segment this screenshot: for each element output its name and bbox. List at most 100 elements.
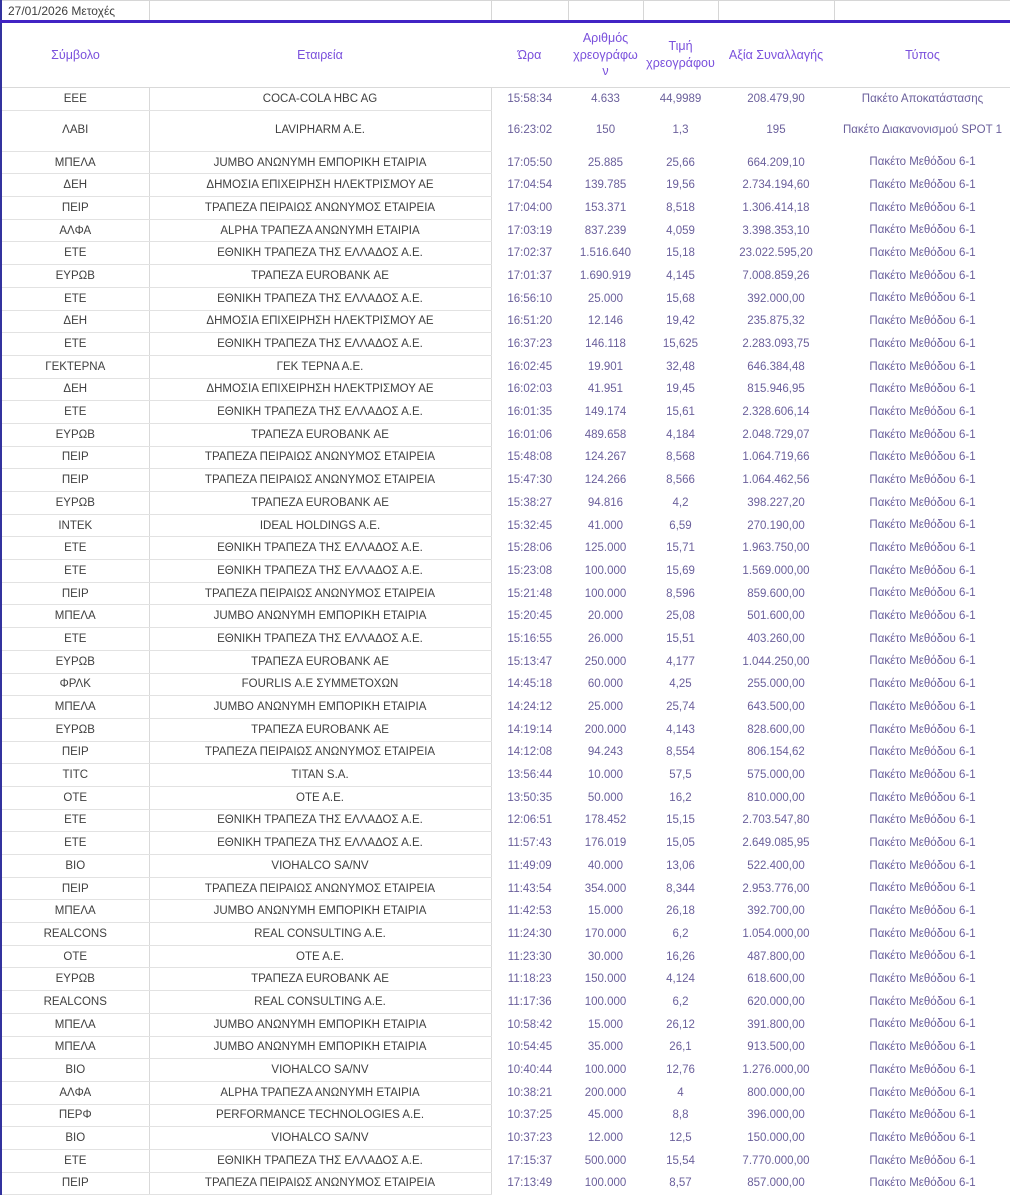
time-cell: 15:23:08 bbox=[491, 559, 568, 583]
time-cell: 17:15:37 bbox=[491, 1149, 568, 1173]
time-cell: 11:24:30 bbox=[491, 922, 568, 946]
company-cell: REAL CONSULTING A.E. bbox=[149, 922, 492, 946]
price-cell: 44,9989 bbox=[643, 87, 718, 111]
time-cell: 15:32:45 bbox=[491, 514, 568, 537]
time-cell: 13:56:44 bbox=[491, 763, 568, 787]
time-cell: 17:03:19 bbox=[491, 219, 568, 242]
symbol-cell: ΤΙΤC bbox=[0, 763, 150, 787]
company-cell: ΤΡΑΠΕΖΑ EUROBANK ΑΕ bbox=[149, 423, 492, 447]
price-cell: 15,71 bbox=[643, 536, 718, 560]
table-row: ΕΤΕ ΕΘΝΙΚΗ ΤΡΑΠΕΖΑ ΤΗΣ ΕΛΛΑΔΟΣ Α.Ε. 12:06:… bbox=[0, 809, 1010, 833]
type-cell: Πακέτο Μεθόδου 6-1 bbox=[834, 332, 1010, 356]
company-cell: REAL CONSULTING A.E. bbox=[149, 990, 492, 1014]
symbol-cell: ΟΤΕ bbox=[0, 786, 150, 810]
quantity-cell: 150 bbox=[568, 110, 643, 152]
symbol-cell: ΠΕΙΡ bbox=[0, 1172, 150, 1195]
table-row: ΑΛΦΑ ALPHA ΤΡΑΠΕΖΑ ΑΝΩΝΥΜΗ ΕΤΑΙΡΙΑ 10:38:2… bbox=[0, 1081, 1010, 1105]
type-cell: Πακέτο Μεθόδου 6-1 bbox=[834, 1036, 1010, 1059]
value-cell: 1.054.000,00 bbox=[718, 922, 834, 946]
time-cell: 16:37:23 bbox=[491, 332, 568, 356]
transactions-body: ΕΕΕ COCA-COLA HBC AG 15:58:34 4.633 44,9989 2… bbox=[0, 87, 1010, 1195]
symbol-cell: REALCONS bbox=[0, 922, 150, 946]
date-bar-cell bbox=[717, 0, 835, 23]
value-cell: 522.400,00 bbox=[718, 854, 834, 878]
symbol-cell: ΠΕΙΡ bbox=[0, 468, 150, 492]
table-row: ΠΕΙΡ ΤΡΑΠΕΖΑ ΠΕΙΡΑΙΩΣ ΑΝΩΝΥΜΟΣ ΕΤΑΙΡΕΙΑ 17… bbox=[0, 1172, 1010, 1195]
time-cell: 10:40:44 bbox=[491, 1058, 568, 1082]
time-cell: 17:01:37 bbox=[491, 264, 568, 288]
price-cell: 19,45 bbox=[643, 378, 718, 401]
symbol-cell: ΕΤΕ bbox=[0, 332, 150, 356]
table-row: ΠΕΙΡ ΤΡΑΠΕΖΑ ΠΕΙΡΑΙΩΣ ΑΝΩΝΥΜΟΣ ΕΤΑΙΡΕΙΑ 17… bbox=[0, 196, 1010, 220]
symbol-cell: ΕΤΕ bbox=[0, 627, 150, 651]
type-cell: Πακέτο Μεθόδου 6-1 bbox=[834, 763, 1010, 787]
table-row: ΟΤΕ ΟΤΕ Α.Ε. 11:23:30 30.000 16,26 487.800,00… bbox=[0, 945, 1010, 969]
type-cell: Πακέτο Διακανονισμού SPOT 1 bbox=[834, 110, 1010, 152]
company-cell: ΤΡΑΠΕΖΑ ΠΕΙΡΑΙΩΣ ΑΝΩΝΥΜΟΣ ΕΤΑΙΡΕΙΑ bbox=[149, 1172, 492, 1195]
type-cell: Πακέτο Μεθόδου 6-1 bbox=[834, 446, 1010, 469]
quantity-cell: 124.266 bbox=[568, 468, 643, 492]
col-header-company: Εταιρεία bbox=[149, 21, 491, 88]
time-cell: 15:13:47 bbox=[491, 650, 568, 673]
company-cell: ΕΘΝΙΚΗ ΤΡΑΠΕΖΑ ΤΗΣ ΕΛΛΑΔΟΣ Α.Ε. bbox=[149, 536, 492, 561]
symbol-cell: ΕΤΕ bbox=[0, 831, 150, 855]
time-cell: 11:49:09 bbox=[491, 854, 568, 878]
value-cell: 1.044.250,00 bbox=[718, 650, 834, 673]
price-cell: 15,54 bbox=[643, 1149, 718, 1173]
date-title: 27/01/2026 Μετοχές bbox=[0, 0, 150, 23]
price-cell: 15,05 bbox=[643, 831, 718, 855]
price-cell: 26,12 bbox=[643, 1013, 718, 1036]
type-cell: Πακέτο Μεθόδου 6-1 bbox=[834, 627, 1010, 651]
symbol-cell: ΦΡΛΚ bbox=[0, 673, 150, 697]
quantity-cell: 15.000 bbox=[568, 899, 643, 923]
type-cell: Πακέτο Μεθόδου 6-1 bbox=[834, 151, 1010, 174]
quantity-cell: 170.000 bbox=[568, 922, 643, 946]
table-row: ΒΙΟ VIOHALCO SA/NV 11:49:09 40.000 13,06 522.… bbox=[0, 854, 1010, 878]
value-cell: 643.500,00 bbox=[718, 695, 834, 719]
type-cell: Πακέτο Μεθόδου 6-1 bbox=[834, 310, 1010, 333]
time-cell: 14:19:14 bbox=[491, 718, 568, 742]
symbol-cell: ΙΝΤΕΚ bbox=[0, 514, 150, 538]
table-row: ΔΕΗ ΔΗΜΟΣΙΑ ΕΠΙΧΕΙΡΗΣΗ ΗΛΕΚΤΡΙΣΜΟΥ ΑΕ 16:0… bbox=[0, 378, 1010, 402]
column-header-row: Σύμβολο Εταιρεία Ώρα Αριθμός χρεογράφων … bbox=[0, 21, 1010, 88]
price-cell: 4,143 bbox=[643, 718, 718, 742]
company-cell: ΔΗΜΟΣΙΑ ΕΠΙΧΕΙΡΗΣΗ ΗΛΕΚΤΡΙΣΜΟΥ ΑΕ bbox=[149, 378, 492, 402]
type-cell: Πακέτο Μεθόδου 6-1 bbox=[834, 287, 1010, 310]
type-cell: Πακέτο Μεθόδου 6-1 bbox=[834, 1013, 1010, 1036]
type-cell: Πακέτο Μεθόδου 6-1 bbox=[834, 854, 1010, 878]
table-row: ΕΤΕ ΕΘΝΙΚΗ ΤΡΑΠΕΖΑ ΤΗΣ ΕΛΛΑΔΟΣ Α.Ε. 16:01:… bbox=[0, 400, 1010, 424]
type-cell: Πακέτο Μεθόδου 6-1 bbox=[834, 1126, 1010, 1150]
symbol-cell: ΠΕΙΡ bbox=[0, 877, 150, 901]
quantity-cell: 50.000 bbox=[568, 786, 643, 810]
time-cell: 10:58:42 bbox=[491, 1013, 568, 1036]
price-cell: 15,69 bbox=[643, 559, 718, 583]
symbol-cell: ΕΕΕ bbox=[0, 87, 150, 111]
table-row: ΕΤΕ ΕΘΝΙΚΗ ΤΡΑΠΕΖΑ ΤΗΣ ΕΛΛΑΔΟΣ Α.Ε. 15:23:… bbox=[0, 559, 1010, 583]
type-cell: Πακέτο Μεθόδου 6-1 bbox=[834, 241, 1010, 265]
type-cell: Πακέτο Μεθόδου 6-1 bbox=[834, 1104, 1010, 1127]
quantity-cell: 25.000 bbox=[568, 287, 643, 310]
table-row: ΑΛΦΑ ALPHA ΤΡΑΠΕΖΑ ΑΝΩΝΥΜΗ ΕΤΑΙΡΙΑ 17:03:1… bbox=[0, 219, 1010, 243]
symbol-cell: ΠΕΙΡ bbox=[0, 582, 150, 606]
table-row: ΕΤΕ ΕΘΝΙΚΗ ΤΡΑΠΕΖΑ ΤΗΣ ΕΛΛΑΔΟΣ Α.Ε. 15:28:… bbox=[0, 536, 1010, 561]
type-cell: Πακέτο Μεθόδου 6-1 bbox=[834, 718, 1010, 742]
table-row: ΜΠΕΛΑ JUMBO ΑΝΩΝΥΜΗ ΕΜΠΟΡΙΚΗ ΕΤΑΙΡΙΑ 14:24… bbox=[0, 695, 1010, 719]
price-cell: 8,554 bbox=[643, 741, 718, 764]
company-cell: ΟΤΕ Α.Ε. bbox=[149, 945, 492, 969]
quantity-cell: 146.118 bbox=[568, 332, 643, 356]
quantity-cell: 150.000 bbox=[568, 967, 643, 991]
time-cell: 15:28:06 bbox=[491, 536, 568, 560]
company-cell: ΔΗΜΟΣΙΑ ΕΠΙΧΕΙΡΗΣΗ ΗΛΕΚΤΡΙΣΜΟΥ ΑΕ bbox=[149, 310, 492, 334]
price-cell: 26,18 bbox=[643, 899, 718, 923]
symbol-cell: ΕΤΕ bbox=[0, 536, 150, 561]
company-cell: LAVIPHARM A.E. bbox=[149, 110, 492, 152]
type-cell: Πακέτο Μεθόδου 6-1 bbox=[834, 559, 1010, 583]
symbol-cell: ΠΕΙΡ bbox=[0, 196, 150, 220]
symbol-cell: ΔΕΗ bbox=[0, 310, 150, 334]
date-bar-cell bbox=[642, 0, 719, 23]
table-row: ΠΕΙΡ ΤΡΑΠΕΖΑ ΠΕΙΡΑΙΩΣ ΑΝΩΝΥΜΟΣ ΕΤΑΙΡΕΙΑ 14… bbox=[0, 741, 1010, 765]
col-header-type: Τύπος bbox=[834, 21, 1010, 88]
price-cell: 15,61 bbox=[643, 400, 718, 424]
price-cell: 8,566 bbox=[643, 468, 718, 492]
value-cell: 1.064.719,66 bbox=[718, 446, 834, 469]
